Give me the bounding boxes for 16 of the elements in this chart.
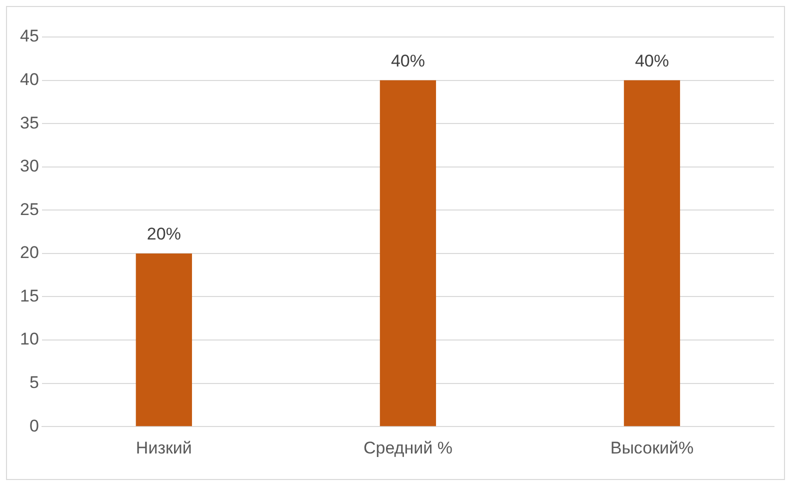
data-label: 40%: [634, 51, 669, 70]
y-tick-label: 40: [20, 70, 39, 89]
y-tick-label: 5: [29, 373, 39, 392]
y-tick-label: 20: [20, 243, 39, 262]
x-tick-label: Средний %: [363, 438, 452, 458]
y-tick-label: 25: [20, 200, 39, 219]
data-label: 20%: [146, 224, 181, 244]
x-tick-label: Высокий%: [610, 438, 694, 458]
y-tick-label: 10: [20, 330, 39, 349]
y-tick-label: 30: [20, 156, 39, 176]
data-label: 40%: [390, 51, 425, 70]
y-tick-label: 0: [29, 416, 39, 436]
y-tick-label: 35: [20, 113, 39, 132]
y-tick-label: 15: [20, 286, 39, 306]
y-tick-label: 45: [20, 26, 39, 46]
x-tick-label: Низкий: [136, 438, 192, 458]
